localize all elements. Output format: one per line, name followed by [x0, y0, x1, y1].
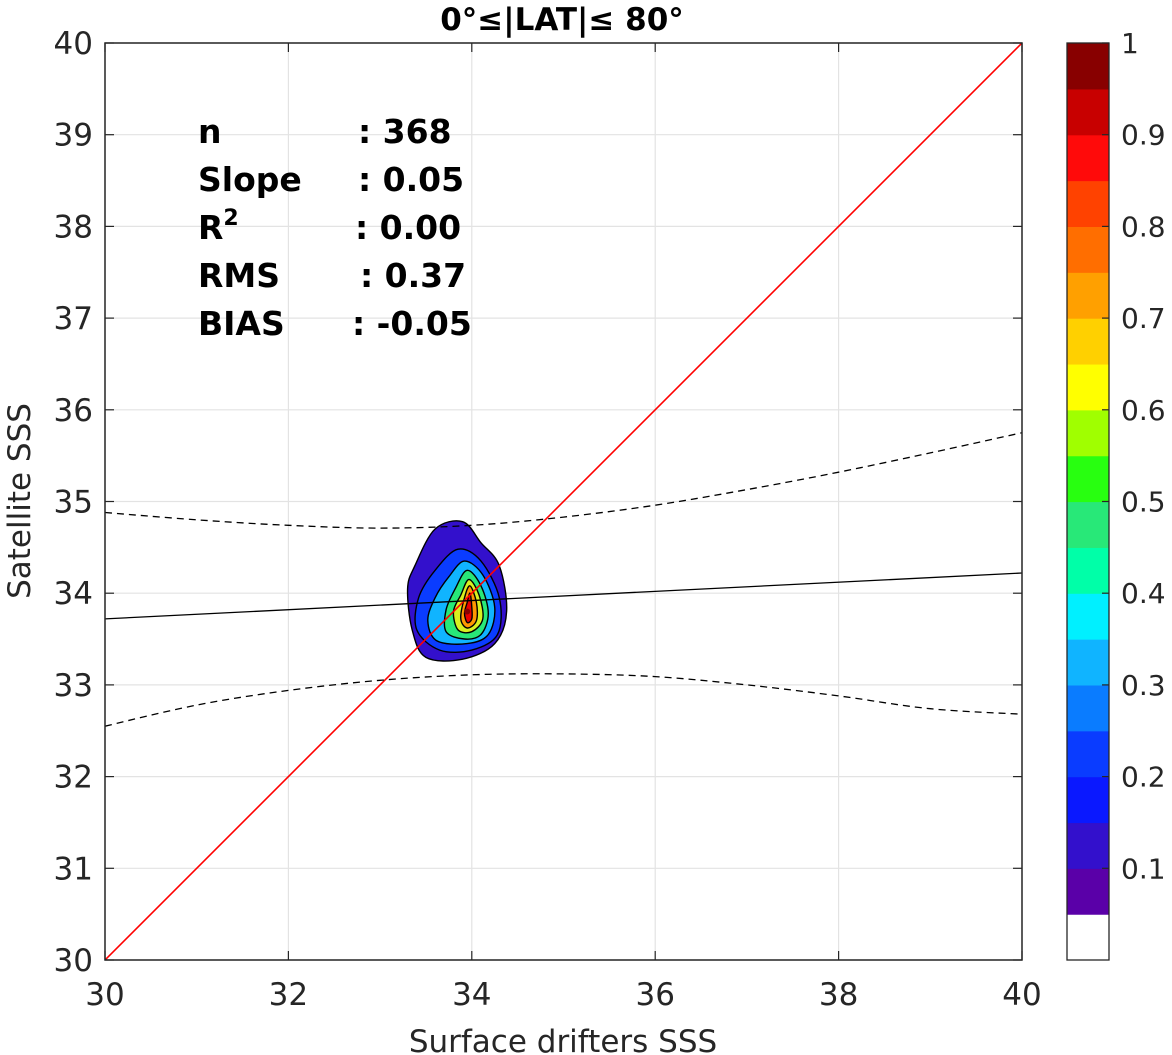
y-tick-label: 40 [54, 26, 93, 62]
colorbar-segment [1067, 684, 1109, 732]
y-tick-label: 30 [54, 943, 93, 979]
stat-value: : -0.05 [352, 304, 472, 343]
colorbar-tick-label: 0.6 [1121, 394, 1166, 427]
colorbar-segment [1067, 272, 1109, 319]
y-tick-label: 37 [54, 301, 93, 337]
y-tick-label: 33 [54, 668, 93, 704]
stat-label: RMS [198, 256, 280, 295]
x-tick-label: 36 [635, 977, 674, 1013]
x-tick-label: 40 [1002, 977, 1041, 1013]
colorbar-tick-label: 0.7 [1121, 302, 1166, 335]
y-tick-label: 32 [54, 760, 93, 796]
colorbar-segment [1067, 501, 1109, 548]
colorbar-tick-label: 1 [1121, 27, 1139, 60]
colorbar-segment [1067, 730, 1109, 778]
y-tick-label: 36 [54, 393, 93, 429]
colorbar-tick-label: 0.2 [1121, 761, 1166, 794]
colorbar-tick-label: 0.9 [1121, 119, 1166, 152]
x-axis-label: Surface drifters SSS [409, 1024, 717, 1055]
colorbar-segment [1067, 822, 1109, 869]
axis-ticks: 30 32 34 36 38 40 30 31 32 33 34 35 36 37 38 39 40 [54, 26, 1042, 1013]
stat-value: : 0.05 [358, 160, 464, 199]
stat-value: : 368 [358, 112, 452, 151]
colorbar-segment [1067, 88, 1109, 136]
colorbar: 0.1 0.2 0.3 0.4 0.5 0.6 0.7 0.8 0.9 1 [1066, 27, 1166, 961]
colorbar-segment [1067, 455, 1109, 503]
x-tick-label: 38 [819, 977, 858, 1013]
density-peak [464, 608, 471, 615]
y-tick-label: 38 [54, 209, 93, 245]
y-tick-label: 31 [54, 851, 93, 887]
lower-confidence-band [105, 673, 1022, 727]
colorbar-segment [1067, 409, 1109, 457]
one-to-one-line [105, 43, 1022, 960]
stat-label: Slope [198, 160, 302, 199]
reference-lines [105, 43, 1022, 960]
colorbar-segment [1067, 593, 1109, 640]
colorbar-segment [1067, 180, 1109, 227]
colorbar-segment [1067, 226, 1109, 273]
y-tick-label: 35 [54, 485, 93, 521]
stat-label: BIAS [198, 304, 285, 343]
chart-title: 0°≤|LAT|≤ 80° [440, 2, 684, 38]
colorbar-segment [1067, 43, 1109, 90]
stat-label: n [198, 112, 222, 151]
colorbar-tick-label: 0.5 [1121, 486, 1166, 519]
y-tick-label: 34 [54, 576, 93, 612]
y-axis-label: Satellite SSS [2, 403, 38, 599]
stat-value: : 0.37 [360, 256, 466, 295]
x-tick-label: 30 [85, 977, 124, 1013]
colorbar-segment [1067, 547, 1109, 594]
density-contours [406, 520, 508, 662]
colorbar-segment [1067, 318, 1109, 365]
colorbar-tick-label: 0.1 [1121, 852, 1166, 885]
colorbar-segment [1067, 868, 1109, 915]
x-tick-label: 34 [452, 977, 491, 1013]
regression-fit-line [105, 572, 1022, 620]
colorbar-segment [1067, 776, 1109, 824]
x-tick-label: 32 [269, 977, 308, 1013]
y-tick-label: 39 [54, 118, 93, 154]
upper-confidence-band [105, 432, 1022, 529]
colorbar-tick-label: 0.8 [1121, 210, 1166, 243]
colorbar-tick-label: 0.3 [1121, 669, 1166, 702]
stat-superscript: 2 [223, 206, 238, 231]
colorbar-tick-label: 0.4 [1121, 577, 1166, 610]
colorbar-segment [1067, 914, 1109, 961]
colorbar-segment [1067, 363, 1109, 411]
colorbar-segment [1067, 134, 1109, 182]
colorbar-segment [1067, 639, 1109, 686]
stat-value: : 0.00 [355, 208, 461, 247]
